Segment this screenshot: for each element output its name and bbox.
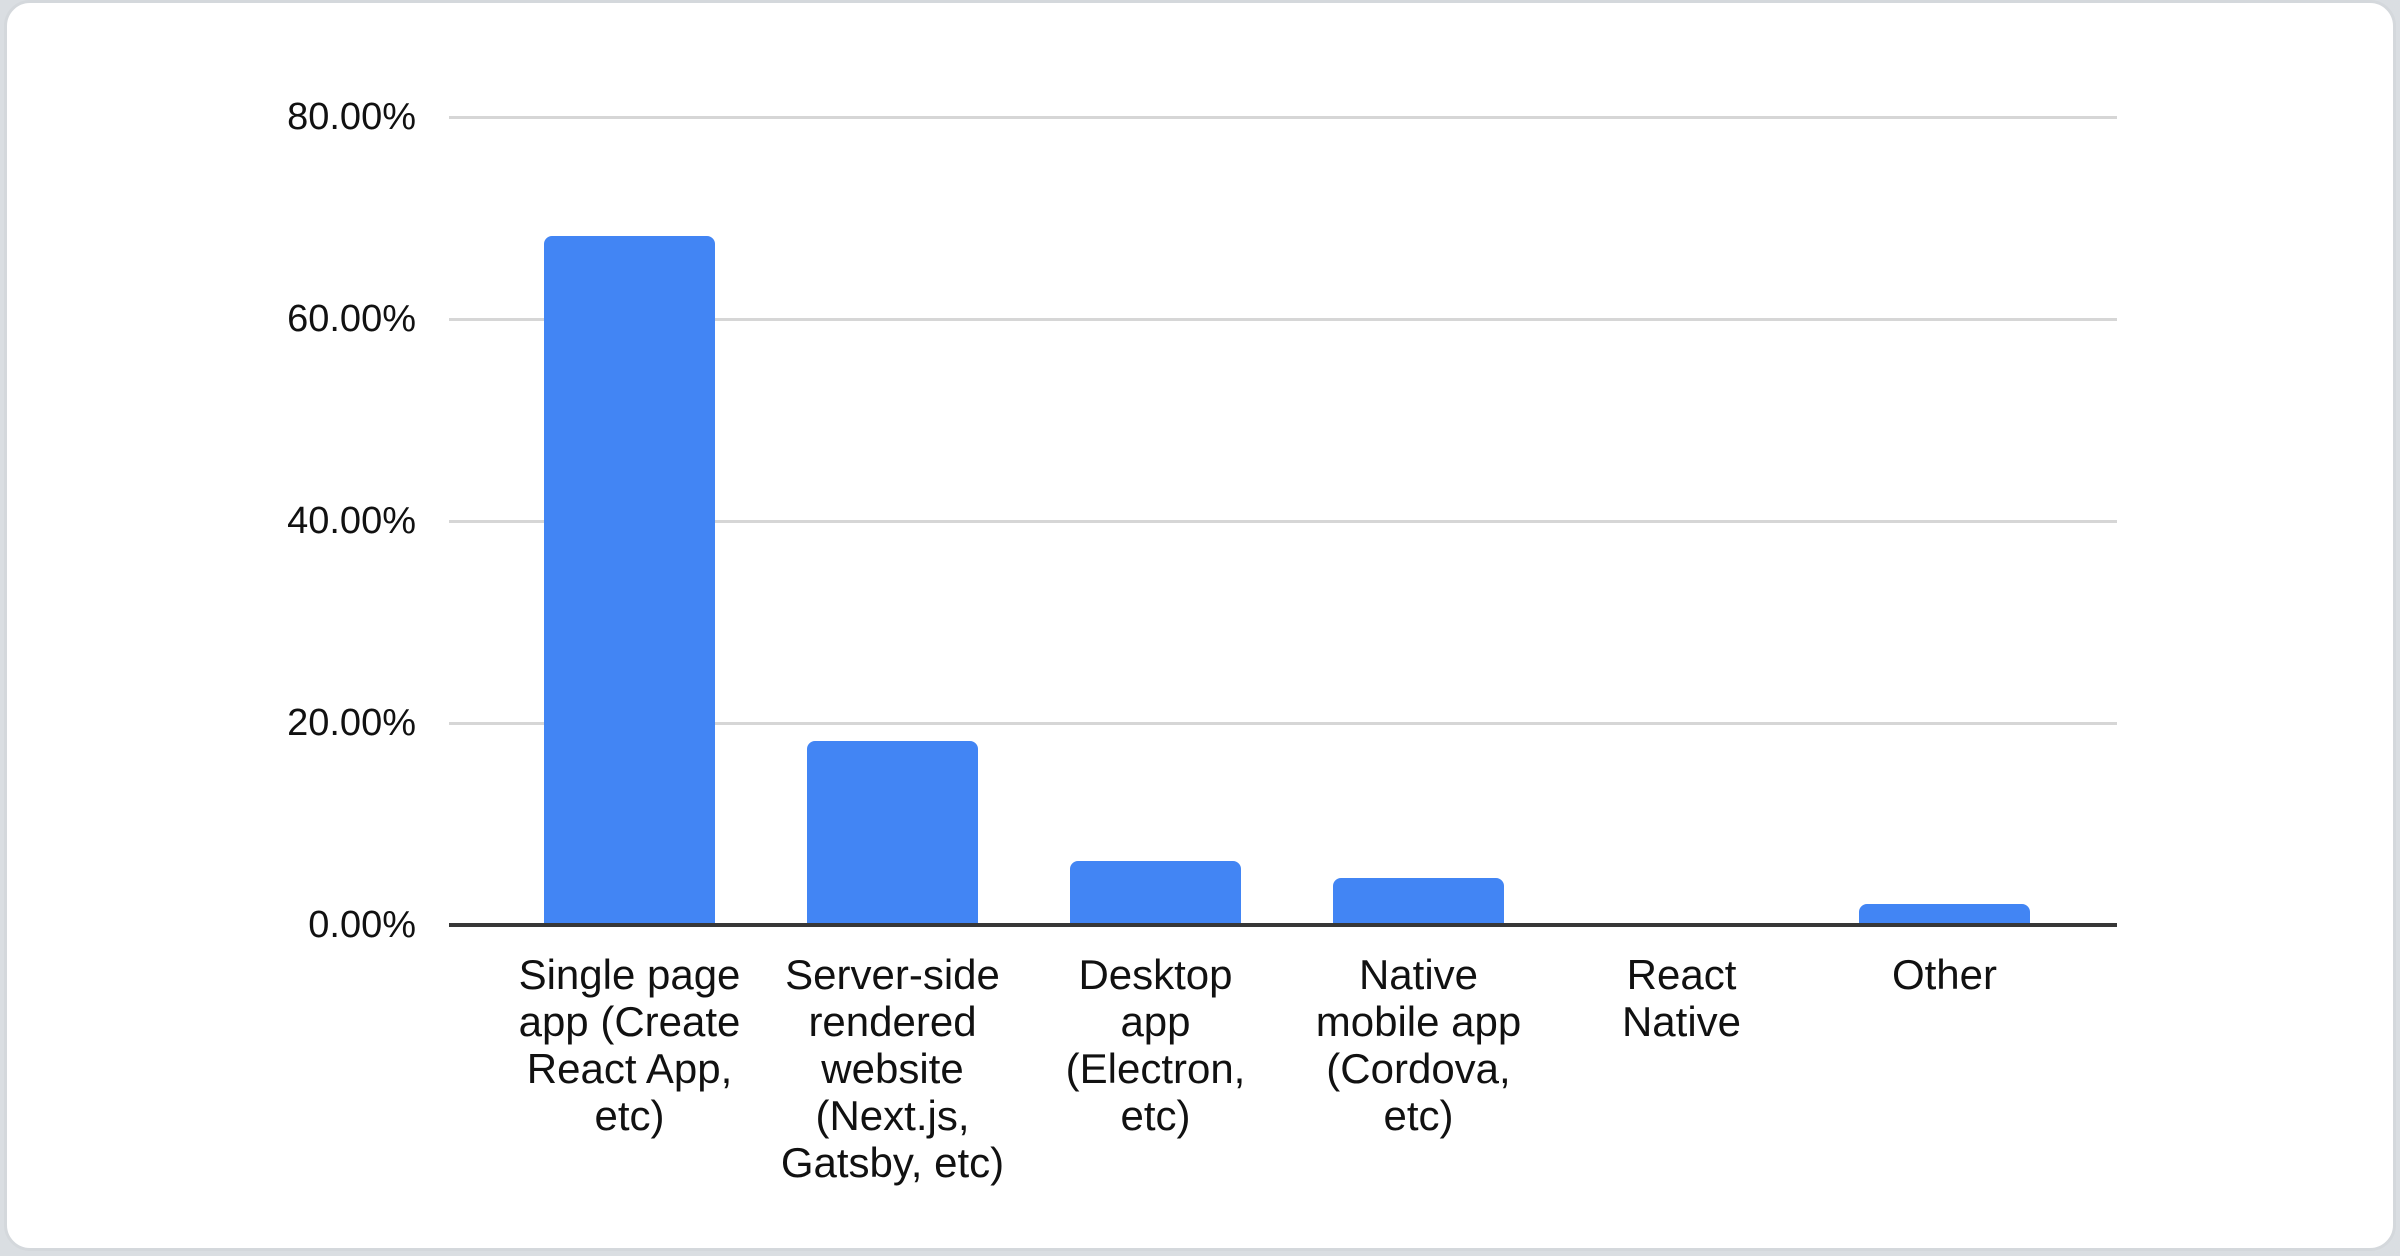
chart-card: 0.00% 20.00% 40.00% 60.00% 80.00% Single page… [4, 0, 2396, 1251]
x-axis-label-other: Other [1891, 951, 1998, 998]
bar-server-side-rendered[interactable] [807, 741, 978, 925]
bar-single-page-app[interactable] [544, 236, 715, 925]
x-axis-label-react-native: React Native [1621, 951, 1742, 1045]
gridline-40-percent [449, 520, 2117, 523]
gridline-20-percent [449, 722, 2117, 725]
x-axis-label-desktop-app-electron: Desktop app (Electron, etc) [1065, 951, 1246, 1139]
bar-desktop-app-electron[interactable] [1070, 861, 1241, 925]
gridline-80-percent [449, 116, 2117, 119]
bar-other[interactable] [1859, 904, 2030, 925]
gridline-60-percent [449, 318, 2117, 321]
x-axis-label-server-side-rendered: Server-side rendered website (Next.js, Gatsb… [780, 951, 1005, 1186]
bar-native-mobile-app[interactable] [1333, 878, 1504, 925]
x-axis-label-single-page-app: Single page app (Create React App, etc) [518, 951, 741, 1139]
y-axis-label-0-percent: 0.00% [308, 904, 416, 946]
x-axis-line [449, 923, 2117, 927]
y-axis-label-40-percent: 40.00% [287, 500, 416, 542]
y-axis-label-20-percent: 20.00% [287, 702, 416, 744]
y-axis-label-80-percent: 80.00% [287, 96, 416, 138]
x-axis-label-native-mobile-app: Native mobile app (Cordova, etc) [1315, 951, 1522, 1139]
y-axis-label-60-percent: 60.00% [287, 298, 416, 340]
bar-chart: 0.00% 20.00% 40.00% 60.00% 80.00% Single page… [7, 3, 2393, 1248]
